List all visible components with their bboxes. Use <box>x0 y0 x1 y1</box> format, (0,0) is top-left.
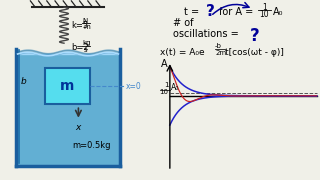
Bar <box>17 54 119 165</box>
Text: ?: ? <box>206 4 215 19</box>
Text: 1: 1 <box>262 3 267 12</box>
Text: # of: # of <box>173 18 194 28</box>
Text: m=0.5kg: m=0.5kg <box>72 141 110 150</box>
Text: t =: t = <box>184 7 203 17</box>
Text: 10: 10 <box>260 10 269 19</box>
Text: oscillations =: oscillations = <box>173 29 242 39</box>
Text: x=0: x=0 <box>125 82 141 91</box>
Text: m: m <box>83 24 90 30</box>
Text: 1: 1 <box>164 82 168 88</box>
Text: m: m <box>60 79 74 93</box>
Text: for A =: for A = <box>219 7 253 17</box>
Text: 2m: 2m <box>216 50 227 56</box>
Text: A: A <box>161 59 167 69</box>
Text: x(t) = A₀e: x(t) = A₀e <box>160 48 205 57</box>
Text: t[cos(ωt - φ)]: t[cos(ωt - φ)] <box>225 48 284 57</box>
Text: -b: -b <box>215 43 222 50</box>
Text: s: s <box>84 46 88 53</box>
Text: 10: 10 <box>159 89 168 95</box>
Bar <box>45 68 90 104</box>
Text: b=2: b=2 <box>71 43 89 52</box>
Text: k=5: k=5 <box>71 21 88 30</box>
Text: b: b <box>20 76 26 86</box>
Text: ?: ? <box>250 27 260 45</box>
Text: A₀: A₀ <box>171 83 179 92</box>
Text: A₀: A₀ <box>273 7 283 17</box>
Text: kg: kg <box>83 40 91 46</box>
Text: x: x <box>76 123 81 132</box>
Text: N: N <box>83 18 88 24</box>
